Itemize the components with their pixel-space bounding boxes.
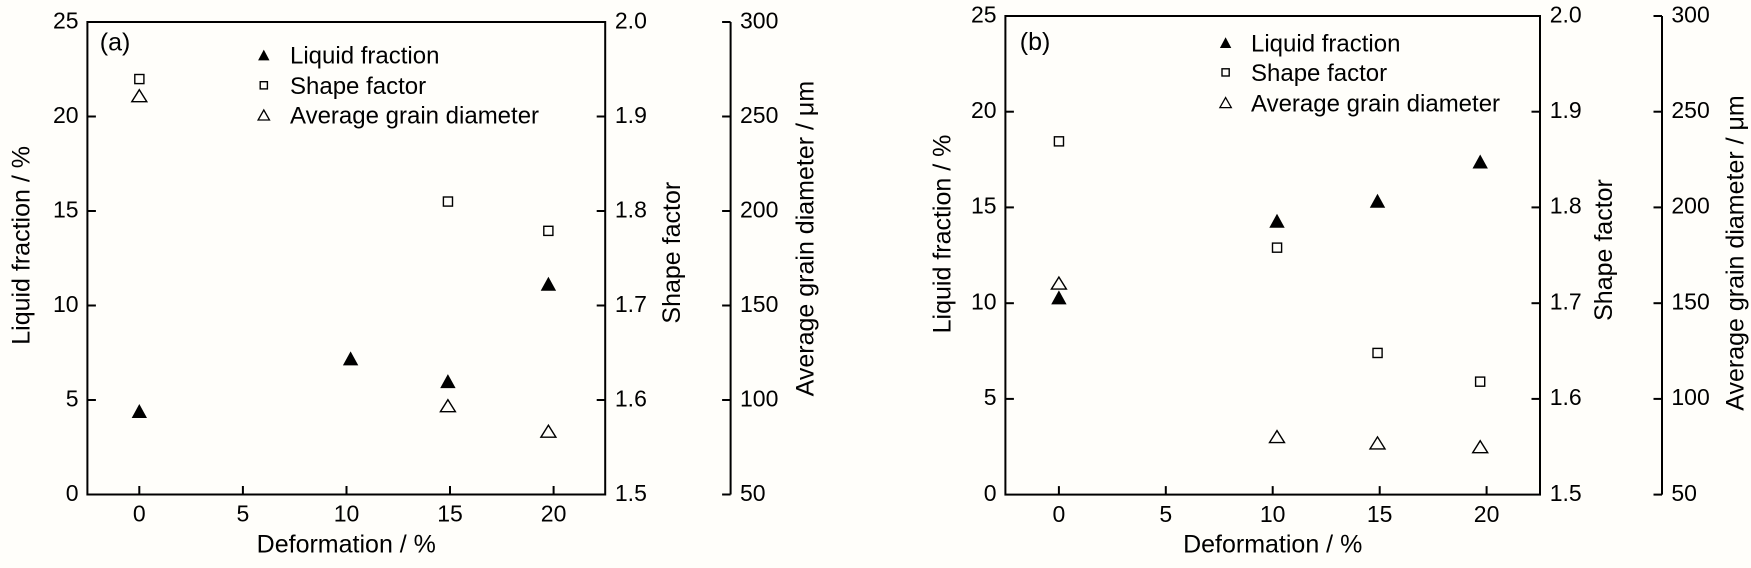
svg-text:2.0: 2.0 (615, 7, 647, 33)
svg-text:1.7: 1.7 (1550, 289, 1582, 315)
svg-text:(a): (a) (100, 28, 131, 56)
svg-text:20: 20 (1474, 501, 1500, 527)
svg-text:15: 15 (53, 196, 79, 222)
svg-text:1.6: 1.6 (1550, 384, 1582, 410)
svg-text:10: 10 (1260, 501, 1286, 527)
svg-text:15: 15 (437, 501, 463, 527)
svg-text:Shape factor: Shape factor (1251, 60, 1387, 87)
svg-text:Liquid fraction / %: Liquid fraction / % (8, 146, 36, 345)
svg-text:5: 5 (237, 501, 250, 527)
svg-text:Average grain diameter / μm: Average grain diameter / μm (1722, 95, 1750, 410)
svg-text:Shape factor: Shape factor (1590, 179, 1618, 321)
svg-text:Liquid fraction / %: Liquid fraction / % (929, 135, 957, 334)
svg-text:0: 0 (984, 480, 997, 506)
svg-text:5: 5 (66, 385, 79, 411)
svg-text:100: 100 (1671, 384, 1709, 410)
svg-text:0: 0 (66, 480, 79, 506)
svg-text:1.9: 1.9 (1550, 97, 1582, 123)
svg-text:Liquid fraction: Liquid fraction (1251, 30, 1400, 57)
svg-text:0: 0 (1053, 501, 1066, 527)
svg-text:(b): (b) (1020, 28, 1051, 56)
svg-text:50: 50 (740, 480, 766, 506)
svg-text:300: 300 (740, 7, 778, 33)
svg-text:Deformation / %: Deformation / % (1183, 531, 1362, 559)
svg-text:250: 250 (1671, 97, 1709, 123)
svg-text:Shape factor: Shape factor (290, 73, 426, 100)
svg-text:200: 200 (740, 196, 778, 222)
svg-text:Average grain diameter: Average grain diameter (1251, 90, 1500, 117)
svg-text:1.8: 1.8 (615, 196, 647, 222)
svg-text:150: 150 (740, 291, 778, 317)
svg-text:300: 300 (1671, 1, 1709, 27)
svg-text:5: 5 (984, 384, 997, 410)
svg-text:0: 0 (133, 501, 146, 527)
svg-text:Average grain diameter: Average grain diameter (290, 103, 539, 130)
svg-text:Shape factor: Shape factor (658, 182, 686, 324)
svg-text:1.8: 1.8 (1550, 193, 1582, 219)
svg-text:200: 200 (1671, 193, 1709, 219)
svg-text:1.5: 1.5 (1550, 480, 1582, 506)
svg-text:10: 10 (334, 501, 360, 527)
svg-text:Liquid fraction: Liquid fraction (290, 43, 439, 70)
svg-text:10: 10 (971, 289, 997, 315)
svg-text:250: 250 (740, 102, 778, 128)
svg-text:150: 150 (1671, 289, 1709, 315)
svg-text:25: 25 (971, 1, 997, 27)
svg-text:1.7: 1.7 (615, 291, 647, 317)
svg-text:5: 5 (1159, 501, 1172, 527)
svg-text:Average grain diameter / μm: Average grain diameter / μm (792, 81, 820, 396)
svg-text:1.5: 1.5 (615, 480, 647, 506)
svg-text:20: 20 (971, 97, 997, 123)
svg-text:25: 25 (53, 7, 79, 33)
svg-text:15: 15 (971, 193, 997, 219)
svg-text:2.0: 2.0 (1550, 1, 1582, 27)
svg-text:1.9: 1.9 (615, 102, 647, 128)
svg-text:100: 100 (740, 385, 778, 411)
svg-text:1.6: 1.6 (615, 385, 647, 411)
svg-text:Deformation / %: Deformation / % (257, 531, 436, 559)
svg-text:20: 20 (541, 501, 567, 527)
svg-text:15: 15 (1367, 501, 1393, 527)
svg-text:10: 10 (53, 291, 79, 317)
svg-text:50: 50 (1671, 480, 1697, 506)
svg-text:20: 20 (53, 102, 79, 128)
